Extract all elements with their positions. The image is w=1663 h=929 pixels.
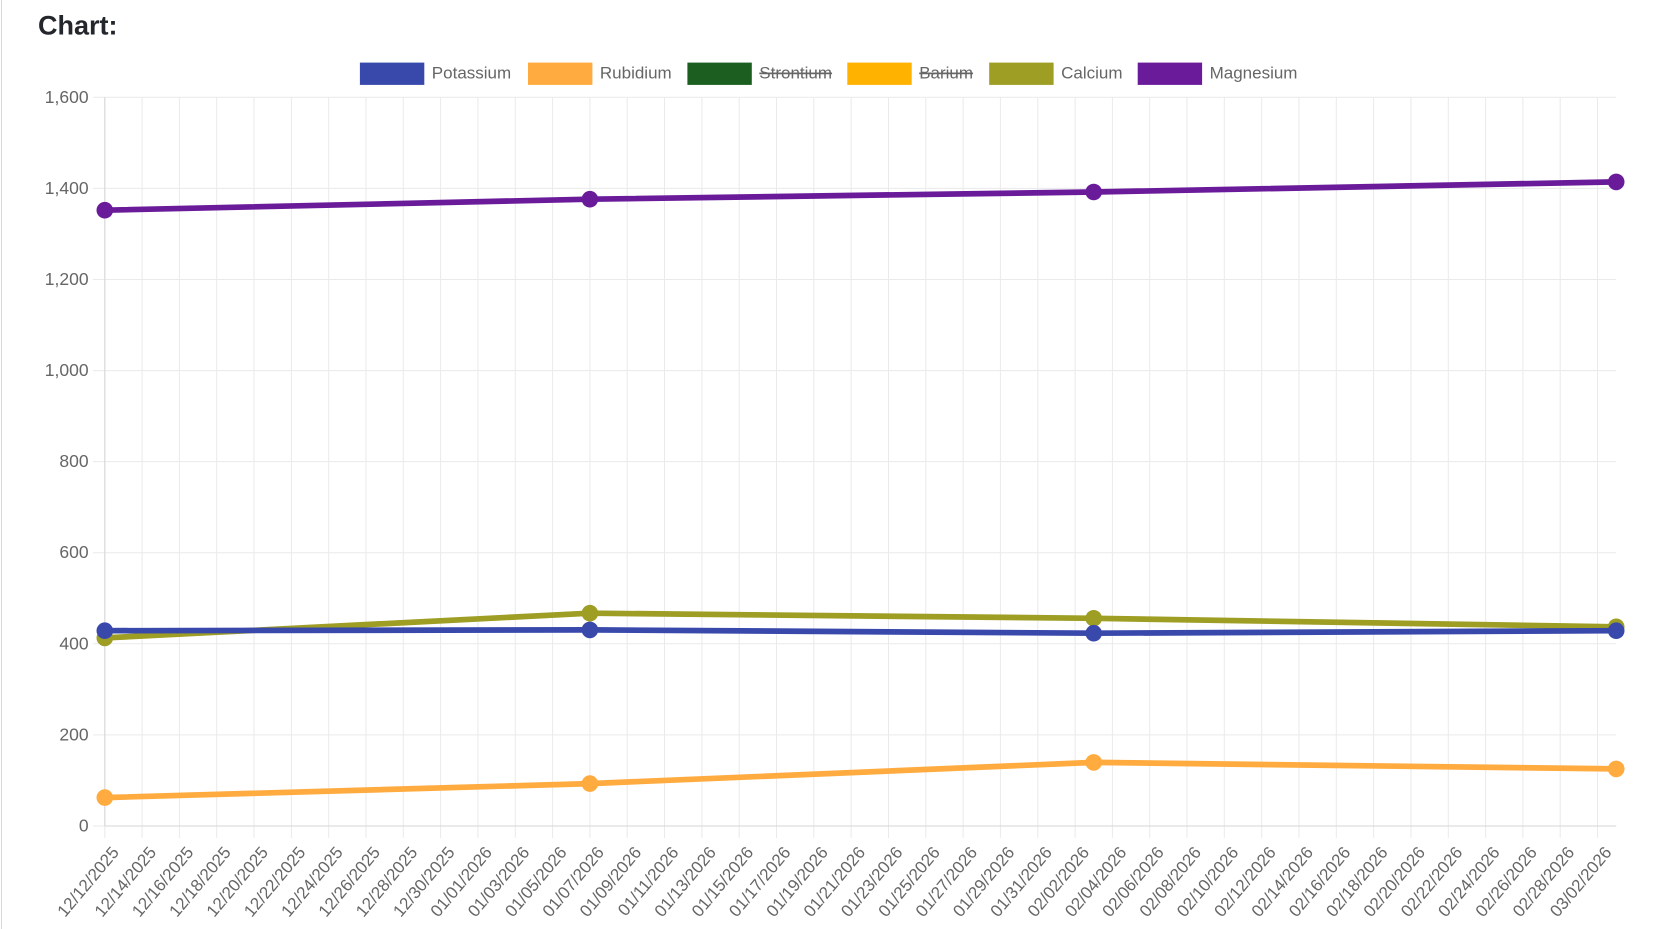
svg-text:600: 600	[59, 542, 88, 562]
svg-text:Potassium: Potassium	[432, 63, 511, 82]
svg-text:Barium: Barium	[919, 63, 973, 82]
svg-text:1,000: 1,000	[45, 360, 89, 380]
svg-text:Magnesium: Magnesium	[1210, 63, 1298, 82]
svg-text:1,400: 1,400	[45, 178, 89, 198]
svg-text:0: 0	[79, 816, 89, 836]
svg-text:400: 400	[59, 633, 88, 653]
svg-text:800: 800	[59, 451, 88, 471]
svg-text:Strontium: Strontium	[759, 63, 832, 82]
svg-text:Chart:: Chart:	[38, 11, 118, 41]
svg-text:Rubidium: Rubidium	[600, 63, 672, 82]
svg-text:200: 200	[59, 724, 88, 744]
svg-text:Calcium: Calcium	[1061, 63, 1122, 82]
svg-text:1,200: 1,200	[45, 269, 89, 289]
svg-text:1,600: 1,600	[45, 87, 89, 107]
